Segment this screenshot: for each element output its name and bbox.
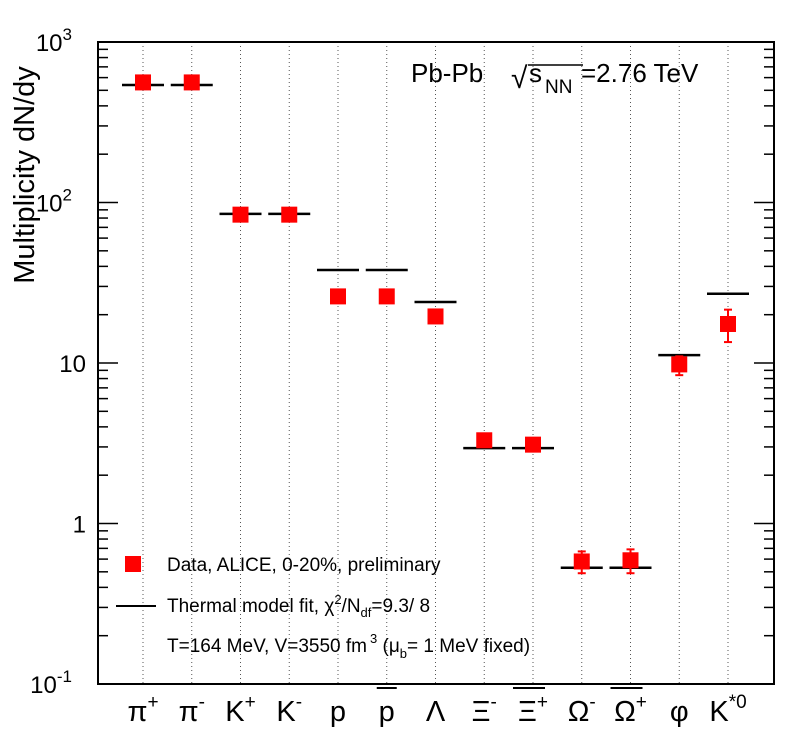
x-label-base: K bbox=[276, 696, 296, 728]
y-axis-title: Multiplicity dN/dy bbox=[9, 66, 41, 284]
x-label-7: Ξ- bbox=[472, 692, 497, 728]
y-tick-label-exp: -1 bbox=[57, 667, 72, 686]
data-point-1 bbox=[183, 74, 200, 91]
x-label-0: π+ bbox=[127, 692, 158, 728]
y-tick-label-base: 10 bbox=[36, 30, 63, 57]
x-label-sup: - bbox=[296, 692, 302, 713]
x-label-sup: *0 bbox=[729, 692, 747, 713]
legend-params-prefix: T=164 MeV, V=3550 fm bbox=[167, 636, 367, 657]
legend-fit-value: =9.3/ 8 bbox=[371, 596, 430, 617]
x-label-base: Ξ bbox=[472, 696, 491, 728]
x-label-4: p bbox=[330, 696, 346, 728]
x-label-base: K bbox=[225, 696, 245, 728]
x-label-5: p bbox=[379, 696, 395, 728]
legend-params-rest: = 1 MeV fixed) bbox=[407, 636, 530, 657]
title-energy: =2.76 TeV bbox=[581, 58, 699, 88]
title-system: Pb-Pb bbox=[411, 58, 483, 88]
x-axis-category-labels: π+ π- K+ K-p p Λ Ξ- Ξ+ Ω- Ω+ φ K*0 bbox=[127, 687, 747, 728]
x-label-base: π bbox=[127, 696, 147, 728]
x-label-base: Ω bbox=[568, 696, 590, 728]
legend-params-label: T=164 MeV, V=3550 fm 3 (μb= 1 MeV fixed) bbox=[167, 631, 530, 661]
y-tick-label: 1 bbox=[73, 512, 86, 539]
category-gridlines bbox=[142, 42, 729, 684]
y-tick-label: 103 bbox=[36, 25, 72, 57]
x-label-sup: + bbox=[636, 692, 647, 713]
y-tick-label-exp: 3 bbox=[63, 25, 72, 44]
legend-fit-label: Thermal model fit, χ2/Ndf=9.3/ 8 bbox=[167, 592, 430, 620]
x-label-sup: - bbox=[589, 692, 595, 713]
data-point-12 bbox=[720, 315, 736, 332]
x-label-sup: + bbox=[537, 692, 548, 713]
x-label-sup: - bbox=[199, 692, 205, 713]
x-label-base: φ bbox=[670, 696, 689, 728]
x-label-1: π- bbox=[179, 692, 205, 728]
data-point-9 bbox=[573, 553, 590, 570]
y-tick-label-exp: 2 bbox=[63, 186, 72, 205]
y-tick-label: 10-1 bbox=[30, 667, 72, 699]
x-label-sup: - bbox=[491, 692, 497, 713]
x-label-3: K- bbox=[276, 692, 302, 728]
data-point-0 bbox=[135, 74, 151, 91]
title-subscript: NN bbox=[545, 77, 572, 98]
legend-fit-prefix: Thermal model fit, bbox=[167, 596, 324, 617]
legend-params-mu-sub: b bbox=[400, 646, 407, 661]
x-label-11: φ bbox=[670, 696, 689, 728]
x-label-9: Ω- bbox=[568, 692, 596, 728]
y-tick-label-base: 10 bbox=[59, 351, 86, 378]
x-label-sup: + bbox=[147, 692, 158, 713]
legend-fit-ndf: /N bbox=[342, 596, 361, 617]
legend: Data, ALICE, 0-20%, preliminary Thermal … bbox=[116, 555, 530, 661]
legend-data-label: Data, ALICE, 0-20%, preliminary bbox=[167, 555, 441, 576]
data-point-5 bbox=[378, 288, 395, 305]
data-point-marks bbox=[135, 74, 736, 575]
data-point-11 bbox=[671, 356, 688, 373]
data-point-4 bbox=[330, 288, 346, 305]
y-tick-label-base: 1 bbox=[73, 512, 86, 539]
y-axis-ticks bbox=[98, 48, 774, 685]
legend-fit-chi-exp: 2 bbox=[334, 592, 341, 607]
legend-params-open: (μ bbox=[377, 636, 400, 657]
x-label-base: π bbox=[179, 696, 199, 728]
data-point-6 bbox=[427, 308, 444, 325]
data-point-7 bbox=[476, 432, 493, 449]
data-point-8 bbox=[525, 436, 541, 453]
x-label-12: K*0 bbox=[709, 692, 746, 728]
x-label-base: Λ bbox=[426, 696, 446, 728]
x-label-base: Ω bbox=[614, 696, 636, 728]
x-label-8: Ξ+ bbox=[518, 692, 548, 728]
x-label-sup: + bbox=[245, 692, 256, 713]
x-label-2: K+ bbox=[225, 692, 255, 728]
x-label-base: Ξ bbox=[518, 696, 537, 728]
x-label-6: Λ bbox=[426, 696, 446, 728]
legend-fit-ndf-sub: df bbox=[361, 605, 372, 620]
y-tick-label-base: 10 bbox=[36, 191, 63, 218]
data-point-2 bbox=[232, 206, 249, 223]
legend-params-exp: 3 bbox=[370, 631, 377, 646]
y-tick-label: 10 bbox=[59, 351, 86, 378]
title-s: s bbox=[529, 58, 542, 88]
title-sqrt-sign: √ bbox=[511, 62, 528, 95]
data-point-10 bbox=[622, 552, 639, 569]
x-label-10: Ω+ bbox=[614, 692, 647, 728]
y-tick-label-base: 10 bbox=[30, 672, 57, 699]
x-label-base: K bbox=[709, 696, 729, 728]
x-label-base: p bbox=[379, 696, 395, 728]
plot-title: Pb-Pb √ s NN =2.76 TeV bbox=[411, 58, 699, 98]
legend-data-marker bbox=[125, 556, 141, 572]
y-tick-label: 102 bbox=[36, 186, 72, 218]
legend-fit-chi: χ bbox=[324, 596, 334, 617]
data-point-3 bbox=[281, 206, 298, 223]
x-label-base: p bbox=[330, 696, 346, 728]
